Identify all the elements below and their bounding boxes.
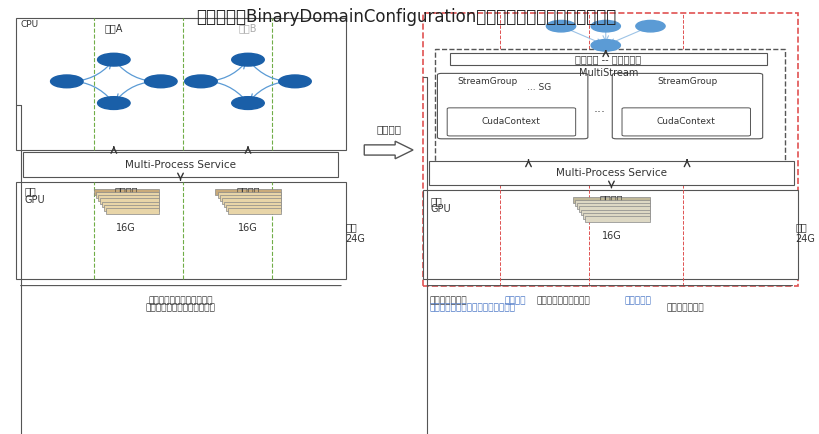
FancyBboxPatch shape xyxy=(429,161,794,185)
Circle shape xyxy=(232,97,265,109)
FancyBboxPatch shape xyxy=(622,108,750,136)
Bar xyxy=(572,197,650,203)
Bar xyxy=(218,192,281,198)
Text: 显存
24G: 显存 24G xyxy=(346,222,365,244)
Bar xyxy=(228,208,281,214)
Text: 单卡: 单卡 xyxy=(431,196,443,206)
Text: 独占显存: 独占显存 xyxy=(115,187,138,197)
FancyBboxPatch shape xyxy=(23,152,338,177)
Text: 共享显存: 共享显存 xyxy=(600,194,623,205)
Text: 单卡: 单卡 xyxy=(25,187,36,197)
Bar xyxy=(222,198,281,204)
Bar xyxy=(583,213,650,219)
Bar xyxy=(579,207,650,212)
Bar xyxy=(225,205,281,210)
Text: CPU: CPU xyxy=(20,20,38,29)
FancyBboxPatch shape xyxy=(16,182,346,279)
FancyBboxPatch shape xyxy=(423,190,799,279)
Circle shape xyxy=(591,39,620,51)
Text: 16G: 16G xyxy=(116,224,136,233)
FancyBboxPatch shape xyxy=(423,13,799,286)
Bar xyxy=(104,205,159,210)
Text: GPU: GPU xyxy=(431,204,451,214)
Bar xyxy=(577,203,650,209)
Circle shape xyxy=(278,75,311,88)
Text: 多流计算无限的: 多流计算无限的 xyxy=(429,296,467,305)
Bar xyxy=(93,189,159,194)
Bar xyxy=(575,200,650,206)
Text: CudaContext: CudaContext xyxy=(657,117,716,126)
FancyBboxPatch shape xyxy=(437,73,588,139)
Bar xyxy=(585,216,650,222)
Text: 多流计算: 多流计算 xyxy=(376,125,401,135)
Bar xyxy=(97,195,159,201)
Text: 16G: 16G xyxy=(602,231,622,241)
Circle shape xyxy=(97,53,130,66)
Text: 二进制领域BinaryDomainConfiguration解决方案详解：策略与最佳实践: 二进制领域BinaryDomainConfiguration解决方案详解：策略与… xyxy=(197,8,617,26)
Text: 工训金技术社区: 工训金技术社区 xyxy=(667,304,704,313)
FancyBboxPatch shape xyxy=(447,108,576,136)
Text: Multi-Process Service: Multi-Process Service xyxy=(125,160,236,170)
Circle shape xyxy=(232,53,265,66)
Text: Multi-Process Service: Multi-Process Service xyxy=(556,168,667,178)
Text: 进程A: 进程A xyxy=(105,23,123,33)
Text: 模型，更高的并发，更高效利用数据: 模型，更高的并发，更高效利用数据 xyxy=(429,304,515,313)
Text: ... SG: ... SG xyxy=(527,83,551,92)
Bar xyxy=(96,192,159,198)
Text: 独占显存: 独占显存 xyxy=(236,187,260,197)
Text: 更大更复杂: 更大更复杂 xyxy=(624,296,651,305)
Circle shape xyxy=(145,75,177,88)
Bar xyxy=(100,198,159,204)
Text: StreamGroup: StreamGroup xyxy=(657,77,717,86)
Circle shape xyxy=(97,97,130,109)
Circle shape xyxy=(185,75,217,88)
Bar xyxy=(106,208,159,214)
Circle shape xyxy=(51,75,83,88)
Circle shape xyxy=(636,20,665,32)
Text: 算力分发 -- 一致性管理: 算力分发 -- 一致性管理 xyxy=(575,54,641,64)
Bar xyxy=(224,202,281,207)
Text: StreamGroup: StreamGroup xyxy=(458,77,518,86)
Bar xyxy=(581,210,650,215)
Text: 显存
24G: 显存 24G xyxy=(795,222,815,244)
Text: GPU: GPU xyxy=(25,194,45,205)
Text: MultiStream: MultiStream xyxy=(578,68,638,78)
Bar xyxy=(102,202,159,207)
FancyBboxPatch shape xyxy=(16,17,346,150)
FancyBboxPatch shape xyxy=(450,53,767,66)
Text: 进程B: 进程B xyxy=(239,23,257,33)
Bar xyxy=(219,195,281,201)
Bar xyxy=(215,189,281,194)
Text: 多进程独立显存，重复占用: 多进程独立显存，重复占用 xyxy=(148,296,213,305)
Text: 远超单卡显存资源，无法部署: 远超单卡显存资源，无法部署 xyxy=(146,304,215,313)
Text: ...: ... xyxy=(593,102,605,115)
Text: 16G: 16G xyxy=(238,224,258,233)
Circle shape xyxy=(591,20,620,32)
Text: ，共享显存资源，支持: ，共享显存资源，支持 xyxy=(536,296,590,305)
FancyArrow shape xyxy=(364,141,413,159)
Text: CudaContext: CudaContext xyxy=(482,117,541,126)
Text: 扩展能力: 扩展能力 xyxy=(505,296,526,305)
Circle shape xyxy=(546,20,576,32)
FancyBboxPatch shape xyxy=(435,49,785,163)
FancyBboxPatch shape xyxy=(613,73,762,139)
